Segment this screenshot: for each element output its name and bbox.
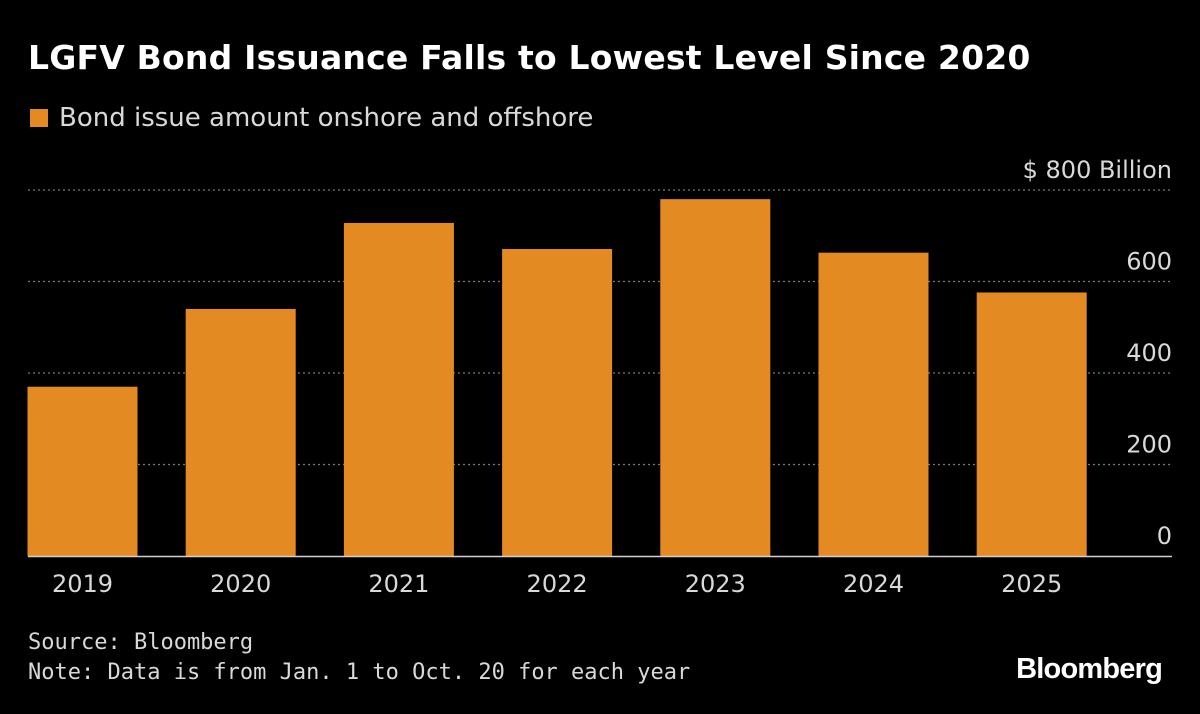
bar-2025 (976, 292, 1087, 556)
y-tick-label-400: 400 (1126, 339, 1172, 367)
x-tick-label-2024: 2024 (843, 570, 904, 598)
bar-2022 (502, 249, 613, 556)
y-tick-label-600: 600 (1126, 248, 1172, 276)
legend: Bond issue amount onshore and offshore (30, 103, 593, 133)
x-tick-label-2020: 2020 (210, 570, 271, 598)
bar-2021 (343, 222, 454, 556)
bar-2023 (660, 199, 771, 556)
x-tick-label-2019: 2019 (52, 570, 113, 598)
x-tick-label-2021: 2021 (368, 570, 429, 598)
legend-swatch (30, 109, 48, 127)
footer: Source: Bloomberg Note: Data is from Jan… (28, 628, 690, 688)
chart-title: LGFV Bond Issuance Falls to Lowest Level… (28, 38, 1031, 77)
bar-2024 (818, 252, 929, 557)
x-tick-label-2025: 2025 (1001, 570, 1062, 598)
source-note: Source: Bloomberg (28, 630, 254, 655)
bar-2020 (185, 308, 296, 556)
y-tick-label-200: 200 (1126, 431, 1172, 459)
y-tick-label-800: $ 800 Billion (1023, 156, 1172, 184)
y-tick-label-0: 0 (1157, 522, 1172, 550)
bloomberg-logo: Bloomberg (1016, 653, 1163, 685)
x-tick-label-2023: 2023 (685, 570, 746, 598)
x-tick-label-2022: 2022 (527, 570, 588, 598)
bar-2019 (27, 386, 138, 556)
data-note: Note: Data is from Jan. 1 to Oct. 20 for… (28, 660, 691, 685)
legend-label: Bond issue amount onshore and offshore (59, 103, 594, 133)
